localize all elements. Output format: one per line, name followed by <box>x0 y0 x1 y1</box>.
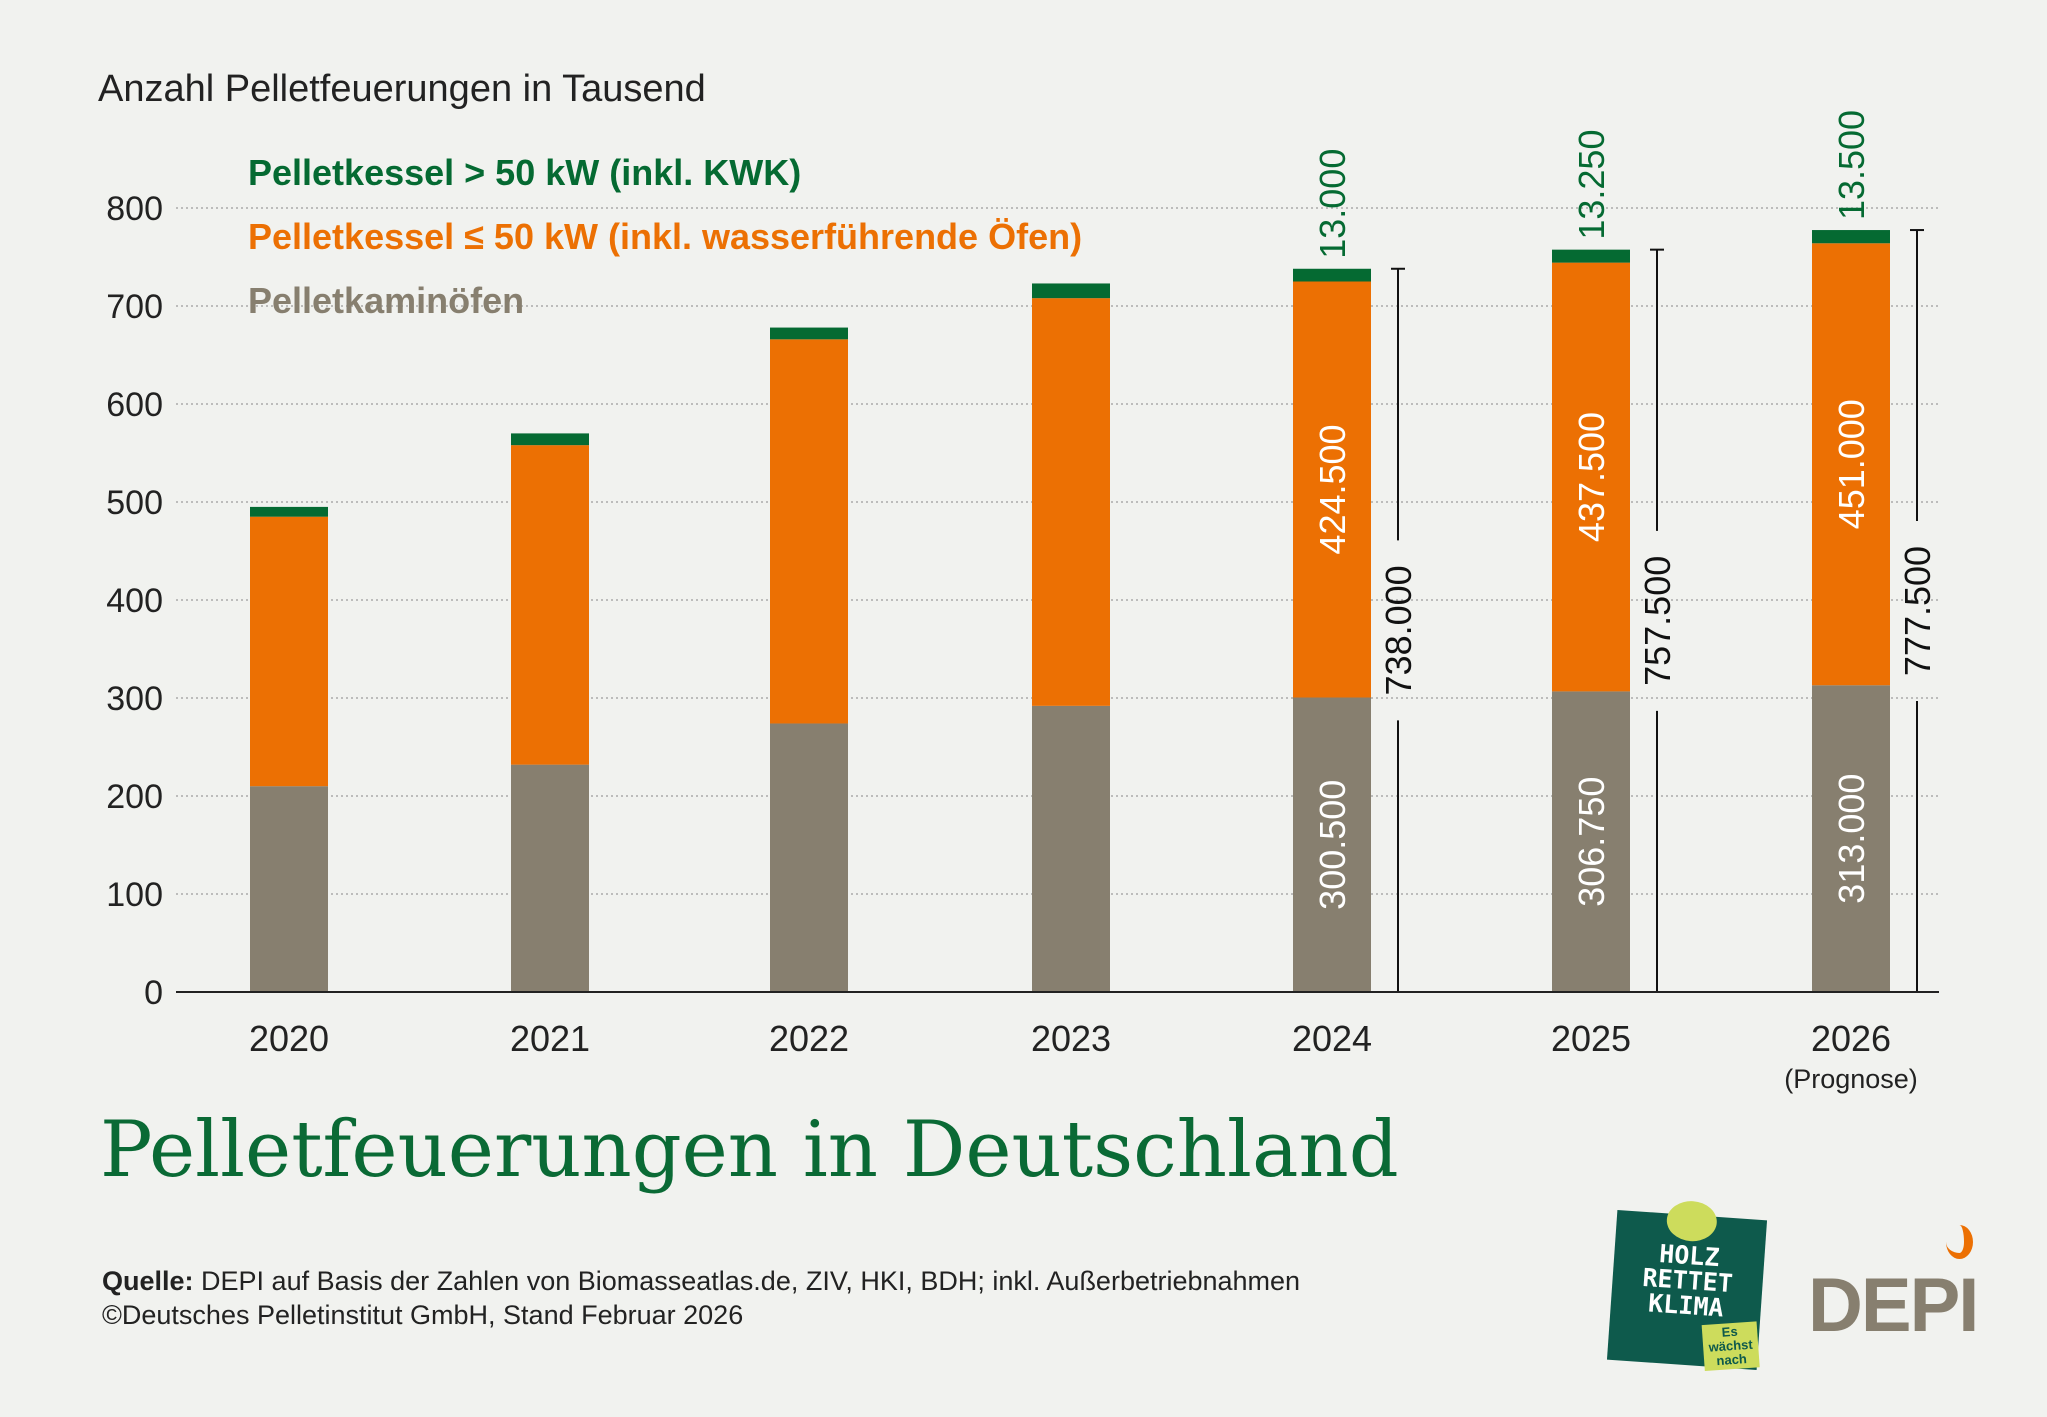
x-tick-sublabel: (Prognose) <box>1784 1064 1918 1094</box>
y-tick-label: 300 <box>106 680 163 718</box>
x-tick-label: 2022 <box>769 1018 849 1059</box>
bar-segment-2026-0 <box>1812 685 1890 992</box>
y-tick-label: 800 <box>106 190 163 228</box>
bar-segment-2024-0 <box>1293 697 1371 992</box>
bar-segment-2022-1 <box>770 339 848 724</box>
data-label-total: 757.500 <box>1637 556 1678 686</box>
bar-segment-2026-1 <box>1812 243 1890 686</box>
data-label-kaminoefen: 313.000 <box>1831 774 1872 904</box>
bar-segment-2020-2 <box>250 506 328 517</box>
x-tick-label: 2021 <box>510 1018 590 1059</box>
data-label-kessel-klein: 451.000 <box>1831 399 1872 529</box>
bar-segment-2025-2 <box>1552 249 1630 263</box>
chart-title: Pelletfeuerungen in Deutschland <box>100 1105 1399 1195</box>
bar-segment-2026-2 <box>1812 230 1890 244</box>
data-label-kessel-gross: 13.250 <box>1571 130 1612 240</box>
data-label-kessel-klein: 424.500 <box>1312 424 1353 554</box>
bar-segment-2021-0 <box>511 764 589 992</box>
y-tick-label: 700 <box>106 288 163 326</box>
bar-segment-2024-2 <box>1293 268 1371 282</box>
legend-kessel-klein: Pelletkessel ≤ 50 kW (inkl. wasserführen… <box>248 216 1083 257</box>
x-tick-label: 2026 <box>1811 1018 1891 1059</box>
y-axis-label: Anzahl Pelletfeuerungen in Tausend <box>98 68 706 110</box>
data-label-total: 777.500 <box>1897 546 1938 676</box>
source-label: Quelle: <box>102 1266 194 1296</box>
y-tick-label: 500 <box>106 484 163 522</box>
data-label-kaminoefen: 306.750 <box>1571 777 1612 907</box>
bar-segment-2023-1 <box>1032 298 1110 706</box>
depi-logo: DEPI <box>1808 1263 1979 1348</box>
bar-segment-2021-2 <box>511 433 589 446</box>
bar-segment-2023-0 <box>1032 705 1110 992</box>
bar-segment-2025-1 <box>1552 262 1630 692</box>
bar-segment-2025-0 <box>1552 691 1630 992</box>
legend-kaminoefen: Pelletkaminöfen <box>248 280 525 321</box>
data-label-kessel-gross: 13.000 <box>1312 149 1353 259</box>
x-tick-label: 2025 <box>1551 1018 1631 1059</box>
y-tick-label: 400 <box>106 582 163 620</box>
bar-segment-2024-1 <box>1293 281 1371 698</box>
source-line: Quelle: DEPI auf Basis der Zahlen von Bi… <box>102 1266 1300 1297</box>
bar-segment-2022-2 <box>770 327 848 340</box>
flame-icon <box>1946 1225 1973 1259</box>
holz-rettet-klima-logo: HOLZ RETTET KLIMA Es wächst nach <box>1606 1199 1768 1372</box>
y-tick-label: 100 <box>106 876 163 914</box>
bar-segment-2020-0 <box>250 786 328 992</box>
data-label-total: 738.000 <box>1378 565 1419 695</box>
data-label-kessel-gross: 13.500 <box>1831 110 1872 220</box>
bar-segment-2022-0 <box>770 723 848 992</box>
legend-kessel-gross: Pelletkessel > 50 kW (inkl. KWK) <box>248 152 802 193</box>
y-tick-label: 600 <box>106 386 163 424</box>
bar-segment-2023-2 <box>1032 283 1110 299</box>
copyright: ©Deutsches Pelletinstitut GmbH, Stand Fe… <box>102 1300 744 1330</box>
x-tick-label: 2020 <box>249 1018 329 1059</box>
data-label-kaminoefen: 300.500 <box>1312 780 1353 910</box>
y-tick-label: 200 <box>106 778 163 816</box>
bar-segment-2020-1 <box>250 516 328 787</box>
source-text: DEPI auf Basis der Zahlen von Biomasseat… <box>193 1266 1301 1296</box>
y-tick-label: 0 <box>144 974 163 1012</box>
x-tick-label: 2024 <box>1292 1018 1372 1059</box>
bar-segment-2021-1 <box>511 445 589 765</box>
x-tick-label: 2023 <box>1031 1018 1111 1059</box>
data-label-kessel-klein: 437.500 <box>1571 412 1612 542</box>
